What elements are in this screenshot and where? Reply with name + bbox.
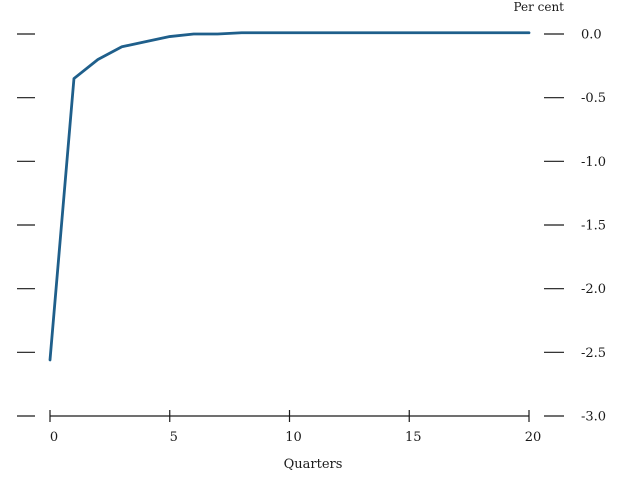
x-tick-label: 20	[525, 430, 542, 445]
series-line	[48, 31, 531, 362]
y-axis-right: 0.0 -0.5 -1.0 -1.5 -2.0 -2.5 -3.0	[544, 28, 606, 425]
y-tick-label: -2.0	[581, 282, 606, 297]
x-tick-label: 0	[50, 430, 58, 445]
y-tick-label: -1.5	[581, 219, 606, 234]
unit-label: Per cent	[513, 0, 564, 14]
x-tick-label: 5	[170, 430, 178, 445]
y-tick-label: -2.5	[581, 346, 606, 361]
y-tick-label: -1.0	[581, 155, 606, 170]
y-tick-label: -3.0	[581, 410, 606, 425]
y-tick-label: -0.5	[581, 91, 606, 106]
x-tick-label: 15	[405, 430, 422, 445]
x-tick-label: 10	[285, 430, 302, 445]
y-tick-label: 0.0	[581, 28, 602, 43]
plot-area	[48, 31, 531, 362]
y-axis-left	[17, 33, 35, 417]
x-axis: 0 5 10 15 20	[49, 410, 542, 445]
x-axis-title: Quarters	[284, 457, 343, 472]
